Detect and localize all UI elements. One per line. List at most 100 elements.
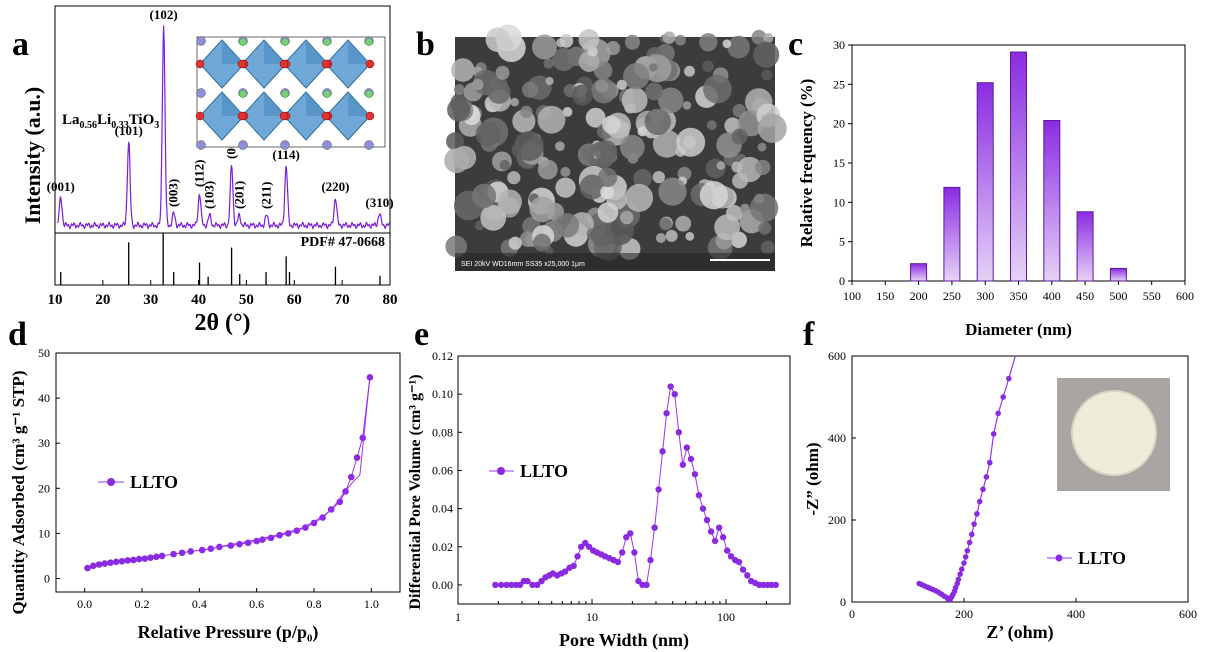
f-legend-marker (1055, 554, 1063, 562)
sem-particle (727, 35, 750, 59)
o-atom (321, 111, 331, 121)
sem-particle (655, 232, 666, 243)
o-atom (279, 111, 289, 121)
sem-particle (760, 240, 775, 255)
d-ytick-label: 50 (38, 346, 50, 360)
c-ytick-label: 5 (839, 235, 845, 249)
panel-letter-d: d (8, 316, 27, 353)
pore-distribution-point (529, 581, 536, 589)
histogram-bar (1109, 267, 1127, 282)
xrd-formula-part: TiO (129, 112, 155, 128)
sem-particle (595, 79, 609, 93)
sem-particle (619, 210, 634, 225)
nyquist-point (990, 431, 997, 437)
sem-particle (763, 33, 774, 44)
nyquist-point (980, 486, 986, 493)
pore-distribution-point (703, 516, 711, 524)
li-atom (323, 90, 331, 98)
sem-particle (555, 177, 576, 198)
o-atom (195, 111, 205, 121)
isotherm-point (347, 473, 355, 481)
sem-particle (658, 177, 687, 206)
isotherm-point (135, 555, 143, 563)
d-xtick-label: 0.6 (249, 597, 264, 611)
sem-particle (644, 108, 672, 136)
nyquist-point (957, 571, 963, 577)
a-xtick-label: 80 (383, 292, 398, 308)
c-xtick-label: 300 (976, 289, 994, 303)
panel-letter-c: c (788, 26, 803, 63)
pore-distribution-point (744, 572, 751, 579)
pore-distribution-point (711, 537, 719, 545)
sem-particle (514, 131, 544, 161)
f-legend-label: LLTO (1078, 548, 1126, 568)
sem-particle (507, 171, 521, 185)
c-ytick-label: 30 (833, 38, 845, 52)
d-legend-marker (107, 478, 115, 486)
sem-particle (529, 196, 556, 223)
panel-d-isotherm: 0.0 0.2 0.4 0.6 0.8 1.0 0 10 20 30 40 50 Relative Pr… (9, 346, 401, 643)
sem-particle (722, 39, 732, 49)
c-xtick-label: 250 (943, 289, 961, 303)
crystal-structure-inset (195, 36, 386, 150)
e-ytick-label: 0.10 (432, 387, 453, 401)
isotherm-point (319, 514, 326, 521)
pore-distribution-point (631, 549, 638, 556)
panel-e-pore-distribution: 1 10 100 0.00 0.02 0.04 0.06 0.08 0.10 0.12 Pore W… (407, 349, 791, 651)
pore-distribution-point (659, 448, 666, 455)
xrd-formula-part: 0.33 (111, 120, 129, 131)
sem-particle (581, 146, 596, 160)
pore-distribution-point (627, 530, 634, 537)
isotherm-point (107, 559, 114, 566)
sem-particle (510, 97, 519, 107)
c-ytick-label: 10 (833, 195, 845, 209)
tio6-octahedron-face (222, 92, 244, 116)
sem-particle (552, 47, 576, 71)
sem-particle (761, 69, 773, 81)
sem-particle (662, 31, 676, 44)
xrd-peak-label: (001) (47, 179, 75, 194)
d-ytick-label: 20 (38, 481, 50, 495)
la-atom (280, 140, 290, 150)
nyquist-point (1006, 375, 1012, 382)
isotherm-point (147, 554, 154, 562)
isotherm-point (259, 536, 266, 543)
a-xtick-label: 60 (287, 292, 302, 308)
pore-distribution-point (727, 553, 735, 560)
c-xtick-label: 350 (1010, 289, 1028, 303)
sem-particle (555, 141, 565, 152)
pore-distribution-point (570, 562, 577, 570)
c-xtick-label: 500 (1109, 289, 1127, 303)
pore-distribution-point (561, 568, 569, 575)
pore-distribution-point (619, 549, 626, 556)
f-xlabel: Z’ (ohm) (986, 622, 1053, 643)
sem-particle (616, 79, 627, 90)
sem-particle (519, 231, 536, 248)
isotherm-point (124, 557, 131, 564)
isotherm-point (112, 558, 120, 566)
nyquist-line (918, 356, 1016, 601)
e-ytick-label: 0.12 (432, 349, 453, 363)
sem-info-text: SEI 20kV WD16mm SS35 x25,000 1μm (461, 261, 585, 268)
c-xtick-label: 450 (1076, 289, 1094, 303)
nyquist-point (971, 521, 977, 527)
f-ytick-label: 0 (840, 595, 846, 609)
pore-distribution-point (724, 547, 731, 554)
tio6-octahedron-face (348, 40, 370, 64)
isotherm-point (187, 548, 195, 555)
sem-particle (554, 213, 580, 238)
o-atom (195, 59, 205, 69)
sem-particle (600, 185, 615, 200)
d-ytick-label: 40 (38, 391, 50, 405)
isotherm-point (95, 561, 103, 568)
li-atom (365, 90, 373, 98)
sem-particle (602, 115, 621, 134)
xrd-peak-label: (101) (115, 123, 143, 138)
nyquist-point (974, 511, 980, 517)
sem-particle (594, 140, 618, 164)
histogram-bar (1010, 51, 1027, 282)
la-atom (196, 140, 206, 150)
sem-particle (537, 105, 566, 134)
xrd-formula: La0.56Li0.33TiO3 (62, 112, 159, 131)
